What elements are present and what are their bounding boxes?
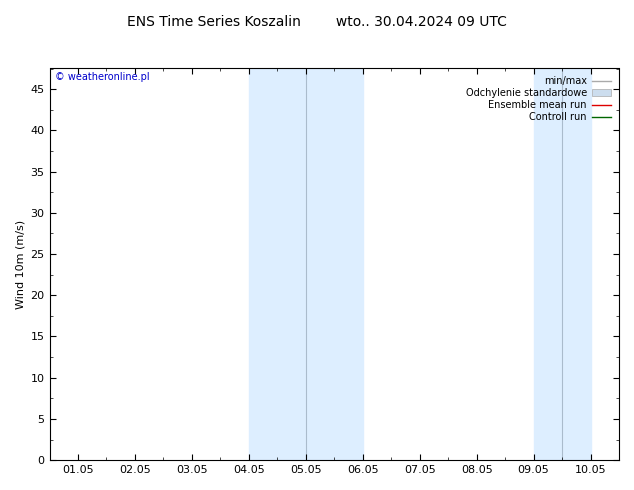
- Bar: [249, 69, 363, 460]
- Text: © weatheronline.pl: © weatheronline.pl: [55, 73, 150, 82]
- Bar: [534, 69, 590, 460]
- Legend: min/max, Odchylenie standardowe, Ensemble mean run, Controll run: min/max, Odchylenie standardowe, Ensembl…: [463, 74, 614, 125]
- Y-axis label: Wind 10m (m/s): Wind 10m (m/s): [15, 220, 25, 309]
- Text: ENS Time Series Koszalin        wto.. 30.04.2024 09 UTC: ENS Time Series Koszalin wto.. 30.04.202…: [127, 15, 507, 29]
